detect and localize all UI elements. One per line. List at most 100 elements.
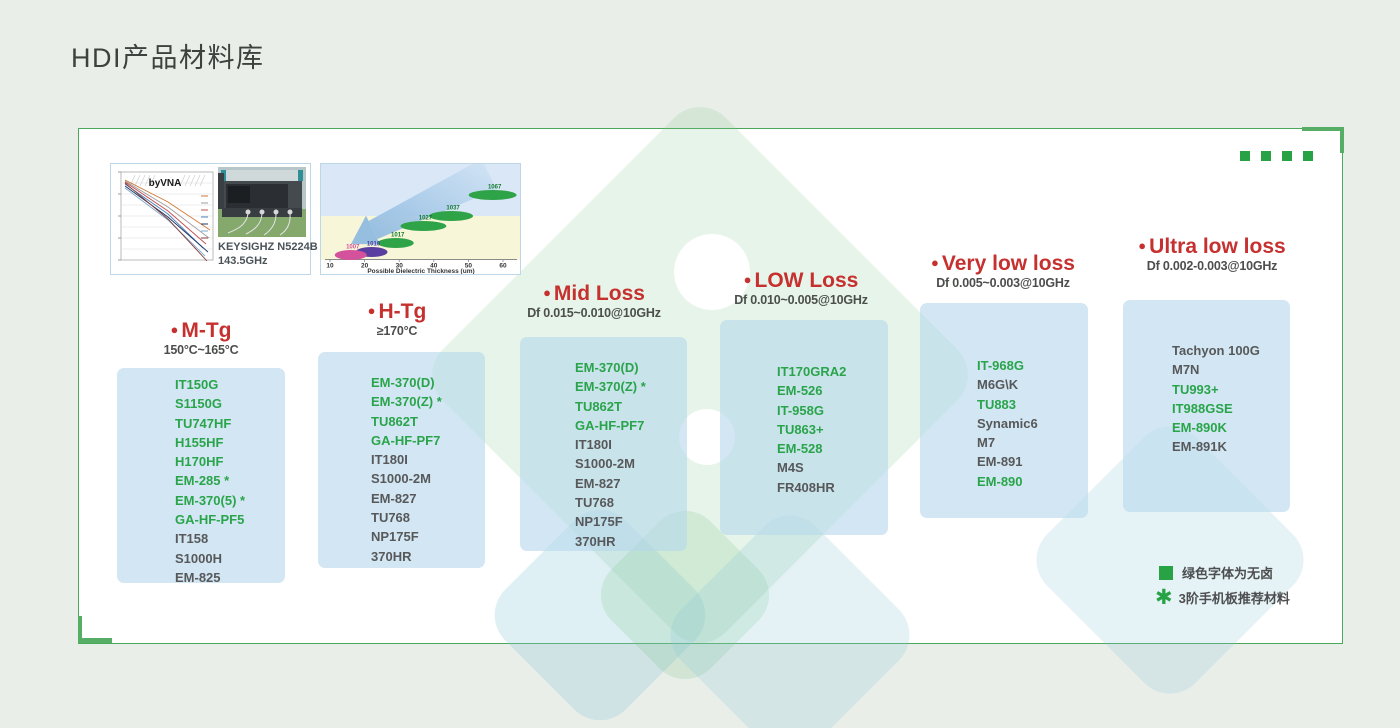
material-item: EM-370(D) <box>371 375 435 390</box>
material-box-3: EM-370(D) EM-370(Z) * TU862T GA-HF-PF7 IT180… <box>520 337 687 551</box>
thickness-figure: 10 20 30 40 50 60 Possible Dielectric Thicknes… <box>320 163 521 275</box>
bullet-icon: ● <box>931 255 939 270</box>
vna-instrument-photo <box>218 167 306 237</box>
column-title: Mid Loss <box>553 282 645 305</box>
green-square-dot <box>1282 151 1292 161</box>
corner-accent-top-right-v <box>1339 126 1344 153</box>
glass-style-label: 1037 <box>446 206 460 212</box>
glass-style-label: 1067 <box>488 185 502 191</box>
column-subtitle: Df 0.015~0.010@10GHz <box>527 306 661 320</box>
green-square-dot <box>1240 151 1250 161</box>
vna-loss-chart: byVNA <box>118 171 214 262</box>
legend-row-1: 绿色字体为无卤 <box>1159 563 1273 582</box>
material-item: EM-370(D) <box>575 360 639 375</box>
material-item: FR408HR <box>777 479 835 495</box>
material-item: S1000-2M <box>371 471 431 487</box>
material-item: EM-526 <box>777 383 823 399</box>
material-item: TU863+ <box>777 421 824 437</box>
column-header-3: ● Mid Loss Df 0.015~0.010@10GHz <box>527 281 661 320</box>
material-item: EM-825 <box>175 569 221 585</box>
material-item: EM-370(5) * <box>175 492 246 508</box>
material-item: M7N <box>1172 362 1200 378</box>
material-item: EM-890K <box>1172 420 1227 436</box>
glass-style-label: 1010 <box>367 242 381 248</box>
green-square-icon <box>1159 565 1173 580</box>
material-box-5: IT-968G M6G\K TU883 Synamic6 M7 EM-891 EM-890 <box>920 303 1088 518</box>
x-tick-label: 10 <box>326 263 334 270</box>
page-title: HDI产品材料库 <box>71 43 265 73</box>
column-header-4: ● LOW Loss Df 0.010~0.005@10GHz <box>734 268 868 307</box>
trend-arrow <box>368 164 497 239</box>
glass-style-ellipse <box>377 238 414 248</box>
material-item: Tachyon 100G <box>1172 343 1260 358</box>
material-item: 370HR <box>371 548 412 564</box>
material-item: TU883 <box>977 396 1017 412</box>
glass-style-label: 1007 <box>346 245 360 251</box>
glass-style-label: 1017 <box>391 233 405 239</box>
material-item: NP175F <box>575 514 623 530</box>
material-item: TU862T <box>371 413 418 429</box>
column-subtitle: Df 0.005~0.003@10GHz <box>936 276 1070 290</box>
material-item: GA-HF-PF5 <box>175 512 245 528</box>
bullet-icon: ● <box>1138 238 1147 253</box>
bullet-icon: ● <box>367 303 376 318</box>
x-tick-label: 40 <box>430 263 438 270</box>
material-item: S1000H <box>175 550 222 566</box>
material-item: EM-890 <box>977 473 1023 489</box>
vna-caption-line2: 143.5GHz <box>218 255 268 267</box>
bullet-icon: ● <box>170 322 179 337</box>
column-title: Very low loss <box>941 252 1075 275</box>
material-item: EM-528 <box>777 441 823 457</box>
column-header-5: ● Very low loss Df 0.005~0.003@10GHz <box>931 251 1075 290</box>
trend-arrow-head <box>351 215 380 245</box>
material-item: H155HF <box>175 434 224 450</box>
column-header-1: ● M-Tg 150°C~165°C <box>164 318 239 357</box>
glass-style-label: 1027 <box>419 216 433 222</box>
material-item: NP175F <box>371 529 419 545</box>
green-square-dot <box>1261 151 1271 161</box>
x-tick-label: 30 <box>396 263 404 270</box>
corner-accent-top-right-h <box>1302 126 1343 131</box>
column-header-6: ● Ultra low loss Df 0.002-0.003@10GHz <box>1138 234 1285 273</box>
material-item: EM-891 <box>977 454 1023 470</box>
material-item: IT988GSE <box>1172 400 1233 416</box>
glass-style-ellipse <box>334 250 367 260</box>
material-item: TU747HF <box>175 415 232 431</box>
bullet-icon: ● <box>543 285 551 300</box>
column-title: M-Tg <box>181 319 232 342</box>
material-box-6: Tachyon 100G M7N TU993+ IT988GSE EM-890K EM-8… <box>1123 300 1290 512</box>
material-item: IT180I <box>371 452 408 468</box>
material-item: IT-968G <box>977 358 1024 373</box>
material-item: TU993+ <box>1172 381 1219 397</box>
vna-caption-line1: KEYSIGHZ N5224B <box>218 241 318 253</box>
material-item: S1150G <box>175 396 222 412</box>
material-item: M6G\K <box>977 377 1019 393</box>
column-subtitle: Df 0.002-0.003@10GHz <box>1146 259 1278 273</box>
column-title: H-Tg <box>378 300 427 323</box>
green-asterisk-star-icon: ✱ <box>1155 585 1173 609</box>
column-subtitle: ≥170°C <box>376 324 418 338</box>
material-item: Synamic6 <box>977 415 1038 431</box>
material-item: GA-HF-PF7 <box>575 417 645 433</box>
thickness-chart: 10 20 30 40 50 60 Possible Dielectric Thicknes… <box>321 164 520 274</box>
material-box-1: IT150G S1150G TU747HF H155HF H170HF EM-285 * E… <box>117 368 285 585</box>
column-header-2: ● H-Tg ≥170°C <box>368 299 427 338</box>
material-item: EM-285 * <box>175 473 230 489</box>
material-item: S1000-2M <box>575 456 635 472</box>
column-title: LOW Loss <box>754 269 859 292</box>
green-square-dot <box>1303 151 1313 161</box>
legend-label: 3阶手机板推荐材料 <box>1178 591 1290 606</box>
material-box-2: EM-370(D) EM-370(Z) * TU862T GA-HF-PF7 IT180… <box>318 352 485 568</box>
vna-chart-label: byVNA <box>149 178 182 189</box>
material-item: IT150G <box>175 377 219 392</box>
material-item: EM-827 <box>575 475 621 491</box>
material-item: EM-827 <box>371 490 417 506</box>
material-item: EM-891K <box>1172 439 1227 455</box>
x-tick-label: 20 <box>361 263 369 270</box>
column-title: Ultra low loss <box>1149 235 1286 258</box>
column-subtitle: Df 0.010~0.005@10GHz <box>734 293 868 307</box>
corner-accent-bottom-left-v <box>77 616 82 643</box>
material-item: TU768 <box>575 495 615 511</box>
material-item: IT-958G <box>777 402 824 418</box>
